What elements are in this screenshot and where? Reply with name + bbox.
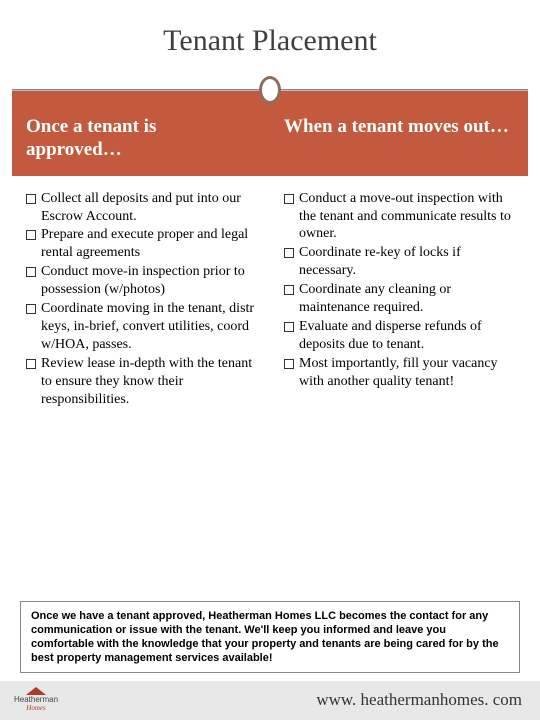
list-item: Conduct move-in inspection prior to poss… (26, 263, 256, 299)
list-item: Prepare and execute proper and legal ren… (26, 226, 256, 262)
checkbox-icon (284, 194, 294, 204)
list-item: Most importantly, fill your vacancy with… (284, 355, 514, 391)
logo: Heatherman Homes (14, 687, 58, 712)
item-text: Collect all deposits and put into our Es… (41, 190, 256, 226)
list-item: Conduct a move-out inspection with the t… (284, 190, 514, 244)
item-text: Conduct move-in inspection prior to poss… (41, 263, 256, 299)
list-item: Collect all deposits and put into our Es… (26, 190, 256, 226)
divider-ring-icon (259, 76, 281, 104)
right-heading: When a tenant moves out… (270, 104, 528, 176)
checkbox-icon (284, 285, 294, 295)
item-text: Coordinate re-key of locks if necessary. (299, 244, 514, 280)
list-item: Coordinate moving in the tenant, distr k… (26, 300, 256, 354)
checkbox-icon (26, 194, 36, 204)
list-item: Coordinate re-key of locks if necessary. (284, 244, 514, 280)
left-column: Collect all deposits and put into our Es… (12, 184, 270, 591)
checkbox-icon (26, 359, 36, 369)
list-item: Coordinate any cleaning or maintenance r… (284, 281, 514, 317)
columns: Collect all deposits and put into our Es… (12, 176, 528, 597)
house-icon (26, 687, 46, 695)
item-text: Evaluate and disperse refunds of deposit… (299, 318, 514, 354)
logo-name: Heatherman (14, 695, 58, 704)
checkbox-icon (284, 359, 294, 369)
item-text: Coordinate any cleaning or maintenance r… (299, 281, 514, 317)
checkbox-icon (284, 322, 294, 332)
checkbox-icon (26, 230, 36, 240)
bottom-bar: Heatherman Homes www. heathermanhomes. c… (0, 681, 540, 720)
list-item: Review lease in-depth with the tenant to… (26, 355, 256, 409)
left-heading: Once a tenant is approved… (12, 104, 270, 176)
item-text: Conduct a move-out inspection with the t… (299, 190, 514, 244)
right-column: Conduct a move-out inspection with the t… (270, 184, 528, 591)
item-text: Prepare and execute proper and legal ren… (41, 226, 256, 262)
checkbox-icon (284, 248, 294, 258)
website-url: www. heathermanhomes. com (316, 690, 522, 710)
item-text: Coordinate moving in the tenant, distr k… (41, 300, 256, 354)
divider (12, 76, 528, 104)
list-item: Evaluate and disperse refunds of deposit… (284, 318, 514, 354)
slide: Tenant Placement Once a tenant is approv… (0, 0, 540, 720)
footer-note: Once we have a tenant approved, Heatherm… (20, 601, 520, 673)
logo-sub: Homes (26, 704, 45, 712)
checkbox-icon (26, 267, 36, 277)
item-text: Review lease in-depth with the tenant to… (41, 355, 256, 409)
page-title: Tenant Placement (12, 24, 528, 58)
item-text: Most importantly, fill your vacancy with… (299, 355, 514, 391)
checkbox-icon (26, 304, 36, 314)
